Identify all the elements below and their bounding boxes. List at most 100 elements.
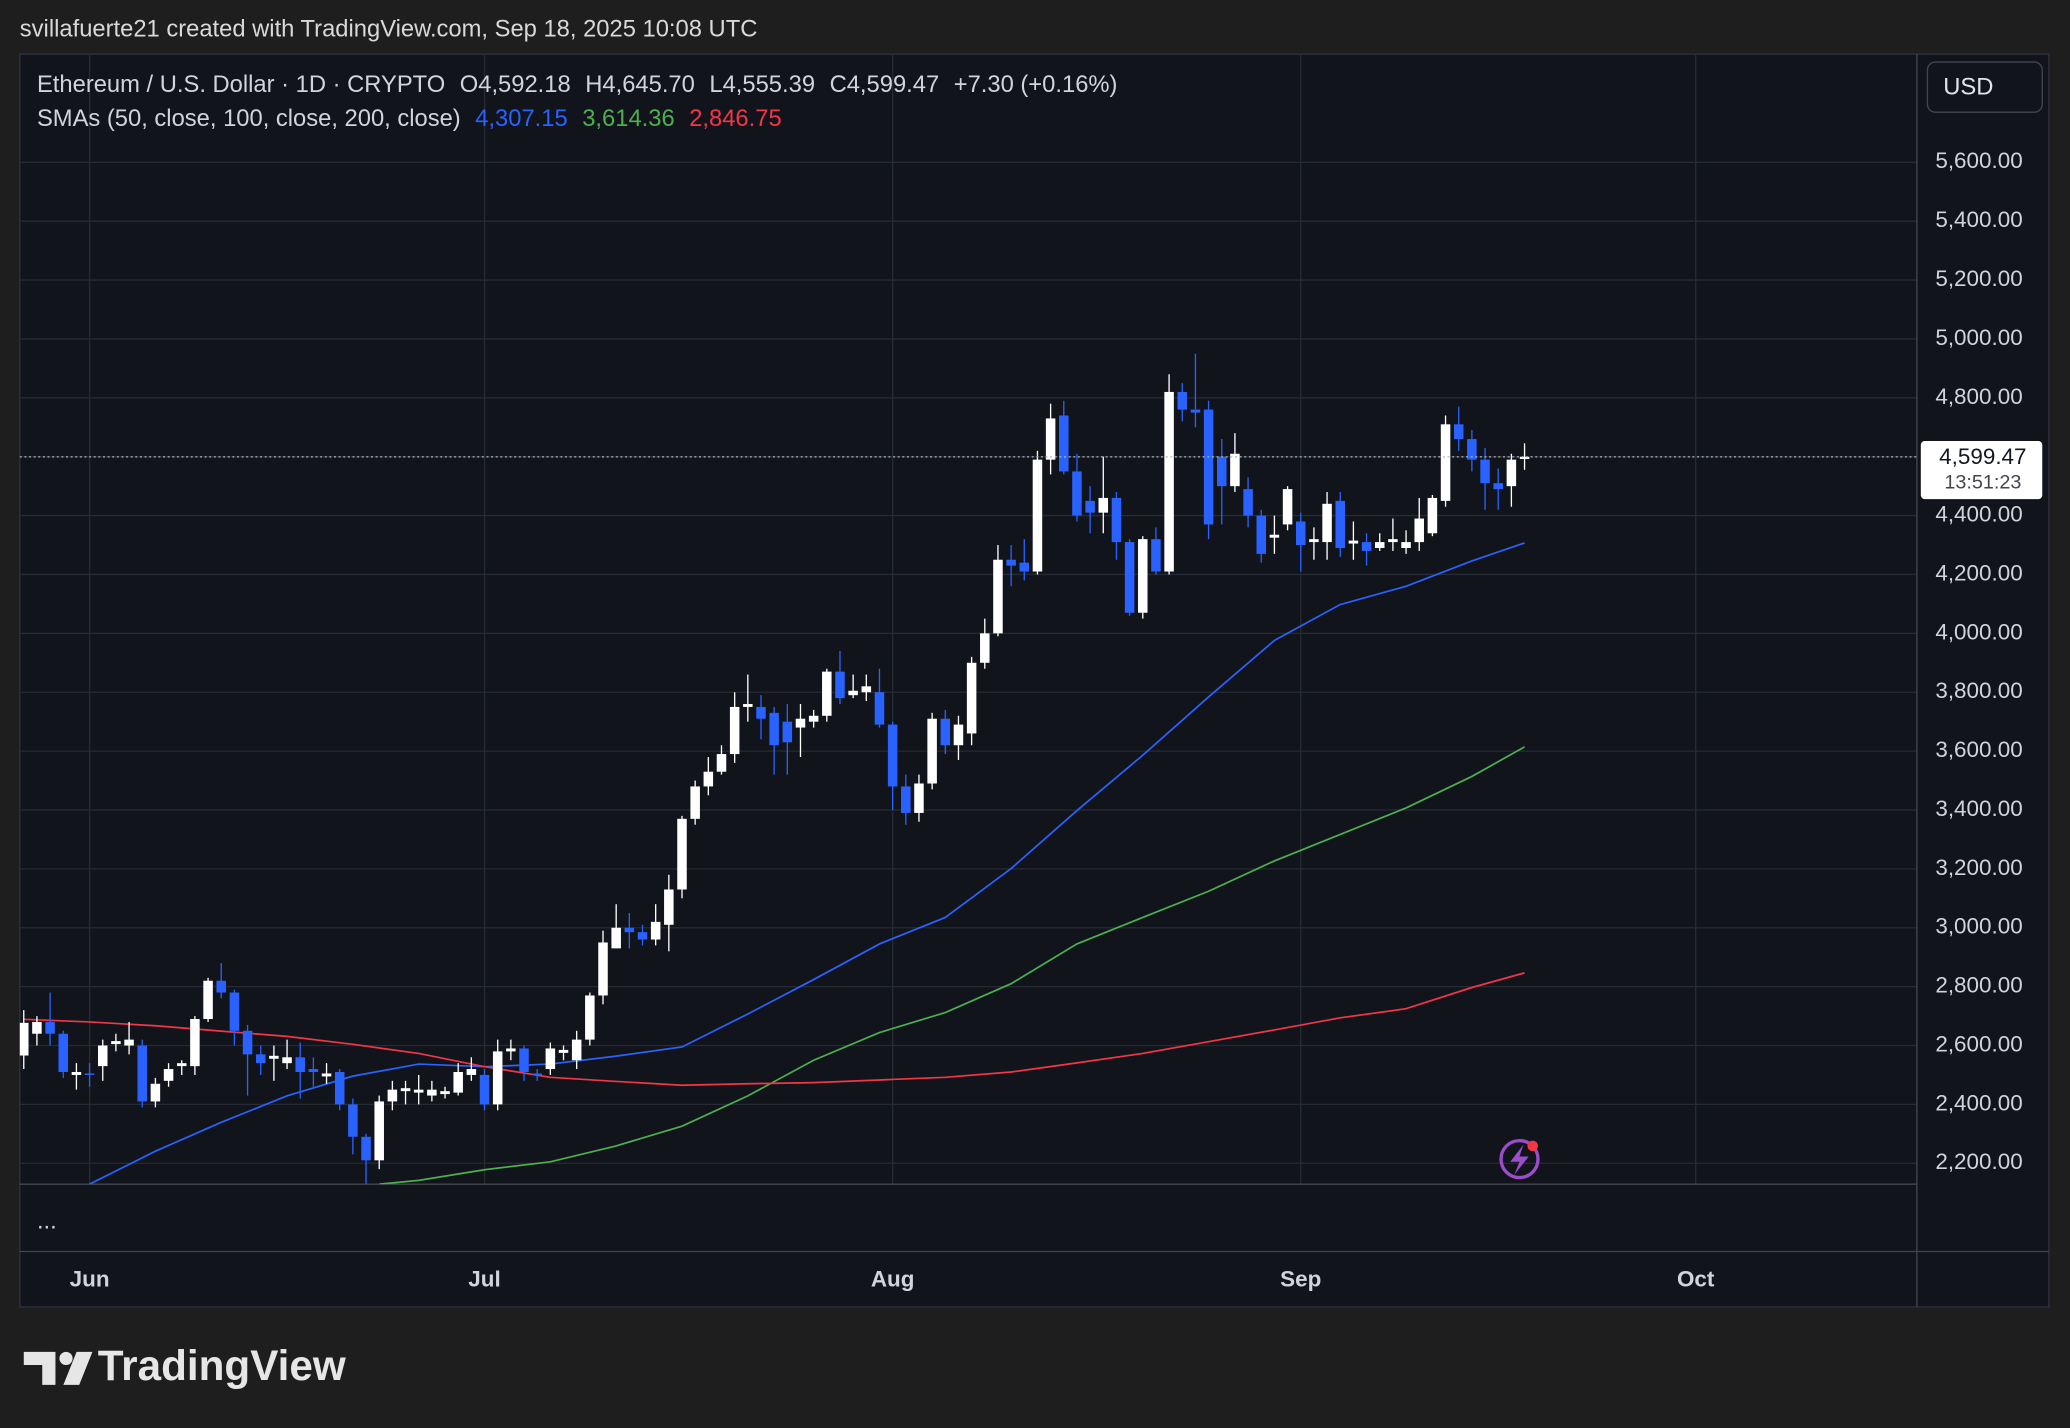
candle-body (190, 1019, 200, 1067)
ohlc-key: L (709, 71, 722, 98)
candle-body (308, 1069, 319, 1073)
candle-body (374, 1101, 384, 1161)
plot-area (19, 353, 1530, 1185)
countdown: 13:51:23 (1944, 472, 2021, 494)
assistant-icon[interactable] (1499, 1138, 1540, 1180)
y-tick-label: 4,200.00 (1935, 560, 2022, 585)
candle-body (1006, 559, 1016, 566)
y-tick-label: 5,000.00 (1935, 325, 2022, 350)
y-tick-label: 4,800.00 (1935, 384, 2022, 409)
candle-body (348, 1104, 358, 1137)
candle-body (1361, 542, 1372, 551)
candle-body (887, 724, 898, 787)
candle-body (58, 1033, 69, 1073)
icon-dot (1527, 1140, 1538, 1152)
candle-body (1072, 471, 1082, 516)
candle-body (1348, 540, 1359, 544)
logo-v (63, 1351, 93, 1385)
candle-body (532, 1073, 542, 1075)
legend-sma: SMAs (50, close, 100, close, 200, close)… (37, 105, 782, 132)
candle-body (822, 671, 832, 716)
y-tick-label: 3,000.00 (1935, 914, 2022, 939)
candle-body (1414, 518, 1424, 543)
currency-button[interactable] (1926, 61, 2043, 113)
candle-body (1256, 515, 1267, 554)
candle-body (1309, 539, 1319, 543)
candle-body (124, 1039, 134, 1046)
candle-body (848, 690, 858, 696)
x-tick-label: Sep (1280, 1266, 1321, 1291)
symbol: Ethereum / U.S. Dollar · 1D · CRYPTO (37, 71, 445, 98)
pane-menu[interactable]: ... (37, 1208, 57, 1235)
candle-body (901, 786, 911, 813)
candle-body (1335, 500, 1345, 548)
candle-body (387, 1089, 398, 1102)
candle-body (703, 771, 714, 787)
candle-body (808, 715, 819, 722)
ohlc-value: 4,599.47 (847, 71, 939, 98)
candle-body (84, 1073, 95, 1075)
candle-body (32, 1021, 42, 1034)
candle-body (176, 1063, 187, 1067)
candle-body (1467, 439, 1477, 460)
candle-body (216, 980, 226, 993)
candle-body (282, 1057, 292, 1064)
x-tick-label: Aug (871, 1266, 915, 1291)
candle-body (321, 1073, 332, 1077)
candle-body (1124, 542, 1135, 613)
candle-body (1085, 500, 1095, 513)
ohlc-key: C (830, 71, 847, 98)
sma-value: 3,614.36 (582, 105, 674, 132)
candle-body (334, 1072, 345, 1105)
candle-body (650, 921, 661, 940)
candle-body (1243, 489, 1253, 516)
y-tick-label: 3,600.00 (1935, 737, 2022, 762)
candle-body (1453, 424, 1464, 440)
currency[interactable]: USD (1943, 74, 1993, 101)
candle-body (1322, 503, 1332, 543)
ohlc-value: 4,645.70 (602, 71, 694, 98)
candle-body (479, 1074, 490, 1105)
y-tick-label: 3,800.00 (1935, 678, 2022, 703)
sma-line (379, 746, 1525, 1185)
sma-value: 2,846.75 (689, 105, 781, 132)
candle-body (545, 1048, 556, 1070)
candle-body (45, 1021, 55, 1034)
candle-body (677, 818, 687, 890)
y-tick-label: 5,200.00 (1935, 266, 2022, 291)
candle-body (1217, 456, 1227, 487)
candle-body (1295, 521, 1306, 546)
candle-body (1203, 409, 1214, 525)
candle-body (242, 1030, 253, 1055)
candle-body (1480, 459, 1490, 484)
candle-body (1059, 415, 1069, 472)
x-tick-label: Oct (1677, 1266, 1715, 1291)
candle-body (1138, 539, 1148, 613)
candle-body (1519, 456, 1530, 460)
candle-body (993, 559, 1003, 634)
candle-body (97, 1045, 108, 1067)
icon-ring (1499, 1138, 1540, 1180)
sma-line (89, 542, 1525, 1185)
logo-t (23, 1351, 56, 1385)
y-tick-label: 5,400.00 (1935, 207, 2022, 232)
candle-body (1388, 539, 1398, 543)
legend-main: Ethereum / U.S. Dollar · 1D · CRYPTO O4,… (37, 71, 1117, 98)
candle-body (427, 1089, 437, 1096)
candle-body (137, 1045, 147, 1102)
candle-body (1177, 391, 1188, 410)
chart-panel (19, 53, 2050, 1308)
y-tick-label: 5,600.00 (1935, 148, 2022, 173)
candle-body (150, 1083, 161, 1102)
price-label-box (1920, 441, 2043, 500)
y-tick-label: 2,600.00 (1935, 1031, 2022, 1056)
candle-body (756, 706, 766, 719)
candle-body (1230, 453, 1240, 487)
candle-body (637, 932, 648, 940)
candle-body (506, 1048, 516, 1052)
candle-body (980, 633, 990, 663)
candle-body (1045, 418, 1056, 460)
ohlc-value: 4,555.39 (723, 71, 815, 98)
